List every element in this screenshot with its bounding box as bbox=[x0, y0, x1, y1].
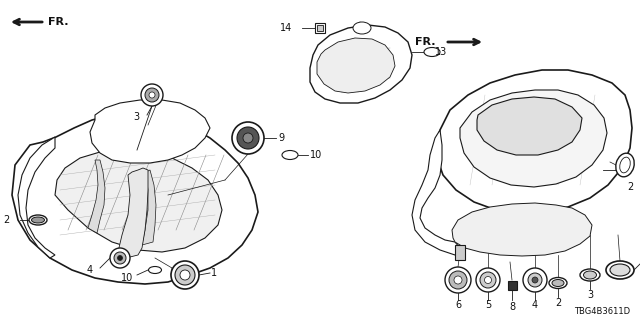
Circle shape bbox=[171, 261, 199, 289]
FancyBboxPatch shape bbox=[317, 25, 323, 31]
Circle shape bbox=[145, 88, 159, 102]
Text: TBG4B3611D: TBG4B3611D bbox=[574, 308, 630, 316]
Ellipse shape bbox=[616, 153, 634, 177]
Circle shape bbox=[454, 276, 462, 284]
Text: 3: 3 bbox=[587, 290, 593, 300]
Ellipse shape bbox=[29, 215, 47, 225]
Text: 13: 13 bbox=[435, 47, 447, 57]
Ellipse shape bbox=[424, 47, 440, 57]
FancyBboxPatch shape bbox=[508, 281, 516, 290]
Circle shape bbox=[149, 92, 155, 98]
Text: 2: 2 bbox=[3, 215, 9, 225]
Polygon shape bbox=[437, 70, 632, 213]
Circle shape bbox=[237, 127, 259, 149]
Text: 8: 8 bbox=[509, 302, 515, 312]
Text: 4: 4 bbox=[532, 300, 538, 310]
Circle shape bbox=[180, 270, 190, 280]
Circle shape bbox=[232, 122, 264, 154]
Circle shape bbox=[480, 272, 496, 288]
FancyBboxPatch shape bbox=[315, 23, 325, 33]
Text: 9: 9 bbox=[278, 133, 284, 143]
Polygon shape bbox=[12, 113, 258, 284]
Text: 6: 6 bbox=[455, 300, 461, 310]
Polygon shape bbox=[460, 90, 607, 187]
Circle shape bbox=[476, 268, 500, 292]
Polygon shape bbox=[412, 130, 460, 255]
Ellipse shape bbox=[552, 279, 564, 286]
Circle shape bbox=[141, 84, 163, 106]
Text: 3: 3 bbox=[133, 112, 139, 122]
Polygon shape bbox=[310, 25, 412, 103]
Ellipse shape bbox=[549, 277, 567, 289]
Text: FR.: FR. bbox=[415, 37, 435, 47]
Circle shape bbox=[532, 277, 538, 283]
Ellipse shape bbox=[620, 157, 630, 173]
Polygon shape bbox=[118, 168, 148, 257]
Circle shape bbox=[484, 276, 492, 284]
Text: 2: 2 bbox=[555, 298, 561, 308]
Ellipse shape bbox=[580, 269, 600, 281]
Circle shape bbox=[175, 265, 195, 285]
Circle shape bbox=[114, 252, 126, 264]
Circle shape bbox=[243, 133, 253, 143]
Polygon shape bbox=[142, 170, 156, 245]
Text: 10: 10 bbox=[310, 150, 323, 160]
Ellipse shape bbox=[606, 261, 634, 279]
Polygon shape bbox=[317, 38, 395, 93]
Circle shape bbox=[445, 267, 471, 293]
Circle shape bbox=[523, 268, 547, 292]
Polygon shape bbox=[18, 137, 55, 258]
Text: 1: 1 bbox=[211, 268, 217, 278]
Circle shape bbox=[528, 273, 542, 287]
Text: FR.: FR. bbox=[48, 17, 68, 27]
Text: 2: 2 bbox=[627, 182, 633, 192]
Polygon shape bbox=[88, 160, 105, 233]
Ellipse shape bbox=[282, 150, 298, 159]
Ellipse shape bbox=[31, 217, 45, 223]
Ellipse shape bbox=[148, 267, 161, 274]
Ellipse shape bbox=[610, 264, 630, 276]
Circle shape bbox=[118, 255, 122, 260]
Polygon shape bbox=[452, 203, 592, 256]
Text: 10: 10 bbox=[121, 273, 133, 283]
Text: 4: 4 bbox=[87, 265, 93, 275]
Polygon shape bbox=[477, 97, 582, 155]
Ellipse shape bbox=[353, 22, 371, 34]
Polygon shape bbox=[55, 150, 222, 252]
Polygon shape bbox=[90, 100, 210, 163]
Polygon shape bbox=[455, 245, 465, 260]
Ellipse shape bbox=[584, 271, 596, 279]
Text: 5: 5 bbox=[485, 300, 491, 310]
Circle shape bbox=[449, 271, 467, 289]
Circle shape bbox=[110, 248, 130, 268]
Text: 14: 14 bbox=[280, 23, 292, 33]
